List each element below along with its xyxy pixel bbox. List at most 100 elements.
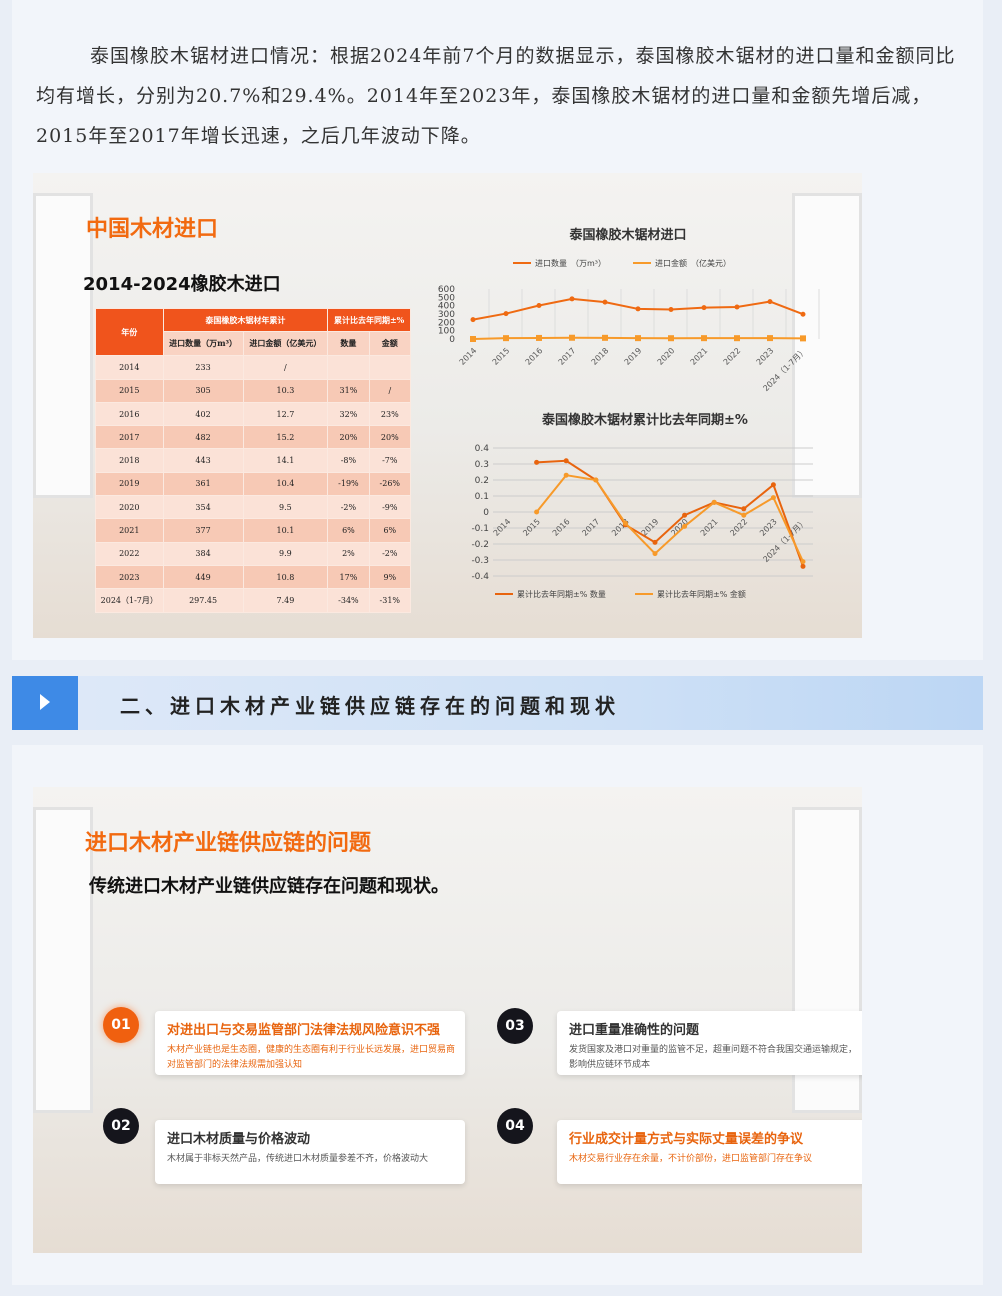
table-row: 2023 449 10.8 17% 9%: [95, 564, 412, 590]
data-point: [593, 477, 599, 483]
table-row: 2021 377 10.1 6% 6%: [95, 518, 412, 543]
table-row: 2018 443 14.1 -8% -7%: [95, 448, 412, 473]
table-cell: 449: [162, 564, 244, 590]
window-decoration: [33, 807, 93, 1113]
table-cell: 402: [162, 401, 244, 427]
slide-subtitle: 传统进口木材产业链供应链存在问题和现状。: [89, 876, 449, 897]
table-cell: 14.1: [242, 448, 329, 473]
data-point: [470, 336, 476, 342]
header-year: 年份: [95, 307, 164, 357]
x-tick-label: 2018: [610, 517, 631, 538]
table-cell: 23%: [368, 401, 412, 427]
y-tick-label: 0: [449, 335, 455, 345]
issue-card-02: 进口木材质量与价格波动 木材属于非标天然产品，传统进口木材质量参差不齐，价格波动…: [155, 1120, 465, 1184]
table-cell: 15.2: [242, 425, 329, 450]
table-cell: 2019: [95, 471, 164, 497]
card-title: 对进出口与交易监管部门法律法规风险意识不强: [167, 1023, 441, 1038]
data-point: [534, 509, 540, 515]
data-point: [701, 305, 707, 311]
data-point: [470, 317, 476, 323]
data-point: [668, 307, 674, 312]
table-cell: 443: [162, 448, 244, 473]
data-point: [536, 303, 542, 308]
table-cell: 10.4: [242, 471, 329, 497]
legend-label: 进口金额 （亿美元）: [655, 258, 731, 268]
legend-label: 累计比去年同期±% 数量: [517, 589, 606, 599]
data-point: [602, 299, 608, 305]
y-tick-label: 0.3: [475, 460, 489, 470]
table-cell: 305: [162, 378, 244, 403]
header-qty-pct: 数量: [327, 331, 370, 357]
data-point: [711, 499, 717, 505]
data-point: [734, 304, 740, 310]
card-desc: 木材产业链也是生态圈，健康的生态圈有利于行业长远发展，进口贸易商对监管部门的法律…: [167, 1045, 456, 1070]
table-row: 2016 402 12.7 32% 23%: [95, 401, 412, 427]
data-point: [503, 311, 509, 317]
table-cell: 31%: [327, 378, 370, 403]
card-number: 02: [103, 1108, 139, 1144]
table-cell: 2%: [327, 541, 370, 566]
table-cell: -9%: [368, 495, 412, 520]
data-point: [503, 335, 509, 342]
data-point: [635, 306, 641, 312]
x-tick-label: 2022: [728, 517, 749, 538]
table-cell: 384: [162, 541, 244, 566]
slide-supply-chain: 进口木材产业链供应链的问题 传统进口木材产业链供应链存在问题和现状。 01 对进…: [33, 787, 862, 1253]
x-tick-label: 2020: [656, 346, 677, 367]
window-decoration: [792, 193, 862, 498]
series-line: [535, 474, 804, 563]
x-tick-label: 2023: [755, 346, 776, 367]
x-tick-label: 2022: [722, 346, 743, 367]
table-row: 2024（1-7月） 297.45 7.49 -34% -31%: [95, 588, 412, 613]
data-point: [770, 482, 776, 488]
table-cell: /: [242, 355, 329, 380]
table-cell: 2023: [95, 564, 164, 590]
table-cell: 7.49: [242, 588, 329, 613]
table-cell: 354: [162, 495, 244, 520]
data-point: [569, 334, 575, 341]
data-point: [682, 523, 688, 529]
data-point: [682, 512, 688, 518]
table-cell: -26%: [368, 471, 412, 497]
table-cell: 2020: [95, 495, 164, 520]
chart-title: 泰国橡胶木锯材进口: [568, 227, 686, 243]
table-row: 2017 482 15.2 20% 20%: [95, 425, 412, 450]
data-point: [563, 458, 569, 464]
table-cell: 2018: [95, 448, 164, 473]
card-desc: 木材属于非标天然产品，传统进口木材质量参差不齐，价格波动大: [167, 1154, 429, 1164]
data-point: [800, 559, 806, 565]
x-tick-label: 2014: [458, 346, 479, 367]
issue-card-03: 进口重量准确性的问题 发货国家及港口对重量的监管不足，超重问题不符合我国交通运输…: [557, 1011, 862, 1075]
issue-card-04: 行业成交计量方式与实际丈量误差的争议 木材交易行业存在余量，不计价部份，进口监管…: [557, 1120, 862, 1184]
data-point: [770, 495, 776, 501]
slide-title: 进口木材产业链供应链的问题: [85, 831, 372, 856]
y-tick-label: 0.1: [475, 492, 489, 502]
table-cell: 2017: [95, 425, 164, 450]
data-point: [800, 563, 806, 569]
y-tick-label: 200: [438, 318, 455, 328]
header-amount-pct: 金额: [368, 331, 412, 357]
data-point: [800, 311, 806, 317]
issue-card-01: 对进出口与交易监管部门法律法规风险意识不强 木材产业链也是生态圈，健康的生态圈有…: [155, 1011, 465, 1075]
data-point: [767, 299, 773, 305]
table-cell: 20%: [368, 425, 412, 450]
x-tick-label: 2014: [492, 517, 513, 538]
table-cell: 9%: [368, 564, 412, 590]
table-cell: 2014: [95, 355, 164, 380]
table-cell: 20%: [327, 425, 370, 450]
data-point: [635, 335, 641, 342]
data-point: [652, 551, 658, 557]
data-point: [767, 335, 773, 342]
card-number: 03: [497, 1008, 533, 1044]
header-group-yoy: 累计比去年同期±%: [327, 307, 411, 333]
table-cell: 361: [162, 471, 244, 497]
table-cell: 12.7: [242, 401, 329, 427]
y-tick-label: 300: [438, 310, 455, 320]
slide-title: 中国木材进口: [86, 217, 219, 242]
table-cell: -2%: [368, 541, 412, 566]
table-cell: 9.5: [242, 495, 329, 520]
x-tick-label: 2019: [623, 346, 644, 367]
x-tick-label: 2017: [580, 517, 601, 538]
x-tick-label: 2017: [557, 346, 578, 367]
